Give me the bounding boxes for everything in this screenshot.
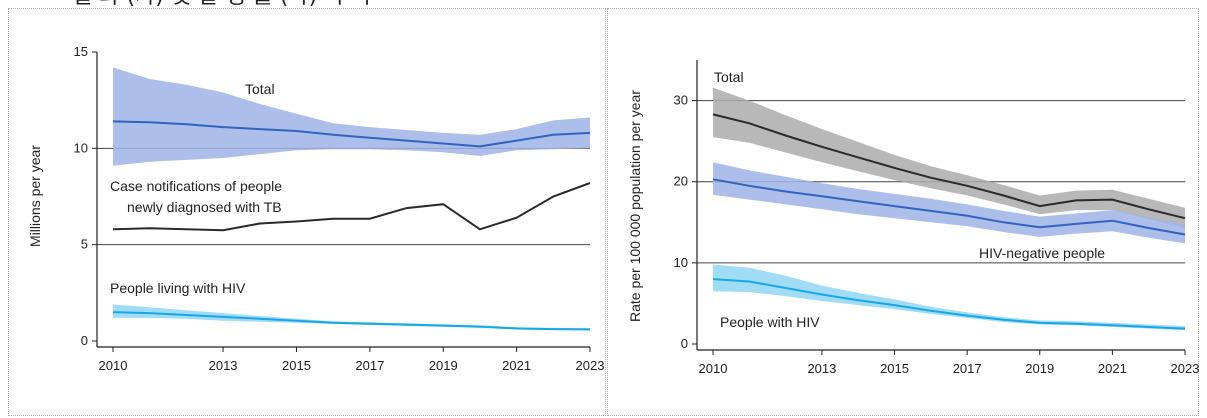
- clipped-korean-caption: 결 과 (가) 및 발 생 률 (나) 하 락: [0, 0, 1207, 8]
- uncertainty-band-1: [113, 67, 590, 166]
- x-tick-label: 2017: [953, 361, 982, 376]
- series-line-3: [112, 311, 591, 331]
- series-label-3: People living with HIV: [110, 280, 246, 296]
- chart-panel-1: 0 5 10 15 2010 2013 2015 2017 2019 2021 2023 Millio…: [27, 44, 604, 373]
- x-tick-label: 2010: [99, 358, 128, 373]
- series-line-1: [112, 120, 591, 148]
- x-tick-label: 2023: [576, 358, 605, 373]
- x-tick-label: 2010: [699, 361, 728, 376]
- x-tick-label: 2023: [1171, 361, 1200, 376]
- y-tick-label: 0: [681, 336, 688, 351]
- series-label-1: Total: [714, 69, 744, 85]
- x-tick-label: 2021: [1098, 361, 1127, 376]
- series-label-3: People with HIV: [720, 314, 820, 330]
- x-tick-label: 2015: [282, 358, 311, 373]
- chart-panel-2: 0 10 20 30 2010 2013 2015 2017 2019 2021 2023 Rate …: [627, 60, 1199, 376]
- y-tick-label: 30: [674, 93, 688, 108]
- series-line-2: [112, 182, 591, 232]
- left-panel-frame: [8, 8, 606, 416]
- x-tick-label: 2013: [209, 358, 238, 373]
- series-label-1: Total: [245, 81, 275, 97]
- x-tick-label: 2015: [880, 361, 909, 376]
- series-label-2: HIV-negative people: [979, 245, 1105, 261]
- y-tick-label: 10: [674, 255, 688, 270]
- y-tick-label: 20: [674, 174, 688, 189]
- uncertainty-band-1: [713, 87, 1185, 228]
- x-tick-label: 2019: [429, 358, 458, 373]
- x-tick-label: 2021: [502, 358, 531, 373]
- y-axis-label: Millions per year: [27, 145, 43, 247]
- x-tick-label: 2019: [1025, 361, 1054, 376]
- uncertainty-band-3: [113, 304, 590, 331]
- uncertainty-band-2: [713, 162, 1185, 244]
- y-tick-label: 15: [74, 44, 88, 59]
- series-label-2: newly diagnosed with TB: [127, 199, 282, 215]
- y-tick-label: 5: [81, 237, 88, 252]
- series-line-2: [712, 178, 1186, 236]
- caption-text: 결 과 (가) 및 발 생 률 (나) 하 락: [72, 0, 372, 8]
- right-panel-frame: [607, 8, 1199, 416]
- series-label-2: Case notifications of people: [110, 178, 282, 194]
- y-axis-label: Rate per 100 000 population per year: [627, 90, 643, 322]
- y-tick-label: 0: [81, 333, 88, 348]
- series-line-3: [712, 278, 1186, 330]
- x-tick-label: 2017: [355, 358, 384, 373]
- y-tick-label: 10: [74, 140, 88, 155]
- uncertainty-band-3: [713, 264, 1185, 331]
- series-line-1: [712, 113, 1186, 220]
- x-tick-label: 2013: [807, 361, 836, 376]
